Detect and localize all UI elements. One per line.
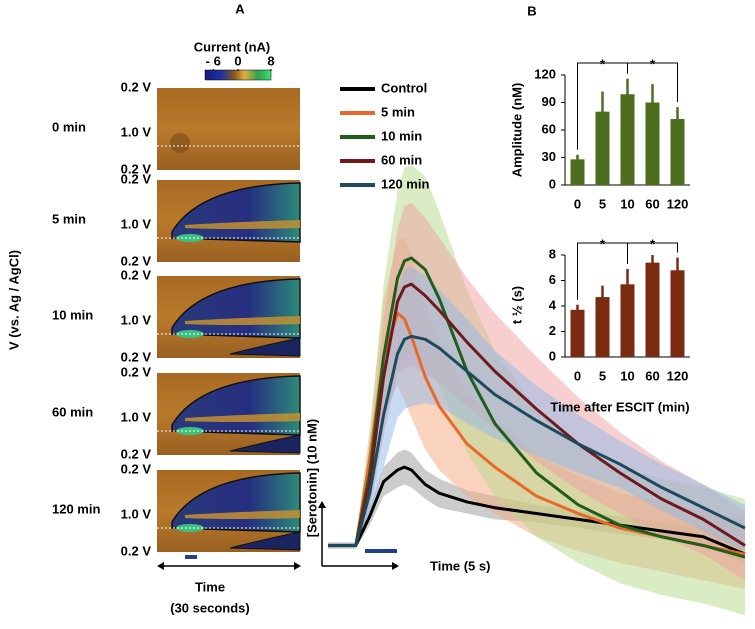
v-tick-label: 0.2 V <box>121 543 152 558</box>
x-tick-label: 5 <box>599 196 606 211</box>
v-tick-label: 1.0 V <box>121 124 152 139</box>
legend-label: 10 min <box>381 128 422 143</box>
colorplot-feature <box>229 434 301 454</box>
panel-label: A <box>235 1 245 16</box>
y-axis-label: t ½ (s) <box>509 286 524 324</box>
v-tick-label: 0.2 V <box>121 79 152 94</box>
y-tick-label: 30 <box>542 149 556 164</box>
colorplot-feature <box>185 220 300 229</box>
bar <box>670 119 685 185</box>
v-tick-label: 1.0 V <box>121 409 152 424</box>
y-tick-label: 4 <box>549 297 557 312</box>
bar <box>620 284 635 357</box>
colorbar-tick-label: - 6 <box>206 53 221 68</box>
stim-bar <box>185 555 197 559</box>
colorplot-feature <box>185 413 300 422</box>
x-axis-sublabel: (30 seconds) <box>170 600 249 615</box>
significance-bracket <box>627 242 678 265</box>
v-tick-label: 0.2 V <box>121 161 152 176</box>
x-axis-label: Time (5 s) <box>430 558 490 573</box>
significance-mark: * <box>650 56 656 71</box>
v-tick-label: 1.0 V <box>121 506 152 521</box>
row-label: 120 min <box>52 501 100 516</box>
trace <box>328 334 746 547</box>
legend-label: Control <box>381 80 427 95</box>
colorplot-feature <box>185 510 300 519</box>
trace <box>328 256 746 559</box>
legend-label: 60 min <box>381 152 422 167</box>
bar <box>595 297 610 357</box>
colorplot <box>157 88 300 170</box>
x-tick-label: 60 <box>645 368 659 383</box>
v-tick-label: 0.2 V <box>121 349 152 364</box>
y-tick-label: 2 <box>549 323 556 338</box>
y-axis-label: V (vs. Ag / AgCl) <box>6 250 21 350</box>
bar <box>620 94 635 185</box>
x-tick-label: 120 <box>667 196 689 211</box>
panel-label: B <box>527 3 536 18</box>
row-label: 0 min <box>52 119 86 134</box>
bar <box>570 159 585 185</box>
y-tick-label: 0 <box>549 348 556 363</box>
v-tick-label: 0.2 V <box>121 253 152 268</box>
x-tick-label: 5 <box>599 368 606 383</box>
v-tick-label: 0.2 V <box>121 446 152 461</box>
bar <box>570 309 585 357</box>
trace <box>328 465 746 556</box>
colorbar-tick-label: 8 <box>267 53 274 68</box>
colorbar <box>204 69 272 81</box>
x-tick-label: 0 <box>574 368 581 383</box>
row-label: 5 min <box>52 211 86 226</box>
row-label: 10 min <box>52 307 93 322</box>
significance-mark: * <box>600 236 606 251</box>
v-tick-label: 0.2 V <box>121 364 152 379</box>
x-tick-label: 0 <box>574 196 581 211</box>
y-tick-label: 90 <box>542 94 556 109</box>
bar <box>595 111 610 185</box>
y-tick-label: 0 <box>549 176 556 191</box>
colorplot-feature <box>229 337 301 357</box>
legend-label: 120 min <box>381 176 429 191</box>
v-tick-label: 0.2 V <box>121 171 152 186</box>
y-tick-label: 6 <box>549 272 556 287</box>
x-tick-label: 10 <box>620 368 634 383</box>
v-tick-label: 0.2 V <box>121 461 152 476</box>
significance-mark: * <box>650 236 656 251</box>
colorplot-feature <box>185 316 300 325</box>
bar <box>670 270 685 357</box>
x-axis-label: Time <box>195 579 225 594</box>
v-tick-label: 1.0 V <box>121 312 152 327</box>
y-axis-label: Amplitude (nM) <box>509 83 524 178</box>
significance-bracket <box>627 62 678 103</box>
y-axis-label: [Serotonin] (10 nM) <box>304 419 319 537</box>
bar <box>645 102 660 185</box>
stim-bar <box>365 549 397 553</box>
x-tick-label: 10 <box>620 196 634 211</box>
x-tick-label: 60 <box>645 196 659 211</box>
colorplot-feature <box>229 531 301 551</box>
trace <box>328 282 746 547</box>
v-tick-label: 0.2 V <box>121 267 152 282</box>
y-tick-label: 120 <box>534 66 556 81</box>
colorbar-tick-label: 0 <box>234 53 241 68</box>
x-tick-label: 120 <box>667 368 689 383</box>
y-tick-label: 60 <box>542 121 556 136</box>
colorplot-feature <box>170 133 190 153</box>
row-label: 60 min <box>52 404 93 419</box>
significance-mark: * <box>600 56 606 71</box>
colorbar-title: Current (nA) <box>194 39 271 54</box>
legend-label: 5 min <box>381 104 415 119</box>
bar <box>645 262 660 357</box>
v-tick-label: 1.0 V <box>121 216 152 231</box>
y-tick-label: 8 <box>549 246 556 261</box>
x-axis-label: Time after ESCIT (min) <box>550 399 689 414</box>
